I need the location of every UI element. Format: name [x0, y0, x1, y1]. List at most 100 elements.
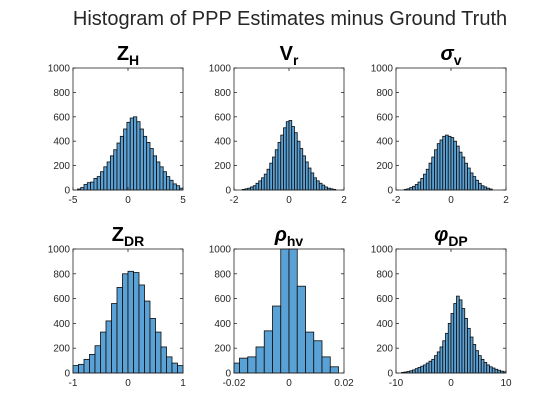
histogram-bar [142, 135, 148, 191]
histogram-bar [166, 356, 173, 374]
histogram-bar [489, 366, 493, 374]
histogram-bar [83, 184, 88, 191]
y-tick-label: 200 [53, 344, 70, 355]
histogram-bar [133, 272, 140, 374]
histogram-bar [172, 183, 177, 191]
x-tick-label: 0 [286, 378, 292, 389]
y-tick-label: 400 [376, 319, 393, 330]
histogram-bar [285, 121, 290, 191]
x-tick-label: 0 [448, 195, 454, 206]
histogram-bar [156, 161, 161, 191]
x-tick-label: -5 [69, 195, 78, 206]
histogram-bar [423, 173, 427, 191]
histogram-bar [294, 132, 298, 191]
histogram-bar [478, 355, 482, 374]
histogram-bar [162, 171, 167, 191]
histogram-bar [116, 287, 123, 374]
histogram-bar [467, 167, 471, 191]
histogram-bar [423, 364, 427, 374]
y-tick-label: 400 [214, 319, 231, 330]
histogram-bar [431, 358, 435, 374]
histogram-bar [456, 145, 460, 191]
histogram-bar [90, 181, 95, 191]
histogram-bar [103, 166, 108, 191]
histogram-bar [483, 186, 488, 191]
histogram-bar [305, 161, 309, 191]
y-tick-label: 600 [53, 112, 70, 123]
histogram-bar [105, 320, 112, 374]
panel-title: σv [440, 43, 461, 68]
panel-title: ρhv [274, 224, 304, 249]
histogram-bar [442, 340, 446, 374]
histogram-bar [166, 176, 171, 191]
histogram-bar [329, 366, 339, 374]
histogram-bar [417, 367, 422, 374]
y-tick-label: 1000 [371, 64, 394, 75]
y-tick-label: 200 [53, 161, 70, 172]
histogram-bar [467, 327, 471, 374]
y-tick-label: 400 [53, 319, 70, 330]
y-tick-label: 600 [53, 294, 70, 305]
histogram-bar [431, 156, 435, 191]
histogram-bar [480, 358, 485, 374]
histogram-bar [414, 184, 419, 191]
histogram-bar [436, 351, 441, 374]
histogram-bar [428, 162, 433, 191]
panel-title: φDP [434, 224, 468, 249]
x-tick-label: 0 [125, 378, 131, 389]
histogram-bar [497, 369, 501, 374]
histogram-bar [83, 358, 90, 374]
y-tick-label: 1000 [48, 64, 71, 75]
histogram-bar [269, 162, 273, 191]
histogram-bar [307, 167, 312, 191]
x-tick-label: 5 [180, 195, 186, 206]
x-tick-label: -1 [69, 378, 78, 389]
panel-title: ZH [117, 43, 139, 68]
histogram-bar [469, 336, 474, 374]
y-tick-label: 0 [225, 186, 231, 197]
histogram-bar [436, 143, 441, 191]
y-tick-label: 400 [376, 137, 393, 148]
histogram-bar [316, 180, 320, 191]
histogram-bar [453, 140, 457, 191]
histogram-bar [445, 134, 449, 191]
y-tick-label: 800 [53, 269, 70, 280]
histogram-bar [250, 186, 254, 191]
histogram-bar [139, 128, 144, 191]
x-tick-label: 0.02 [334, 378, 354, 389]
histogram-bar [472, 344, 477, 374]
histogram-bar [412, 369, 416, 374]
histogram-bar [72, 365, 79, 374]
histogram-bar [461, 156, 466, 191]
histogram-bar [119, 135, 125, 191]
histogram-bar [483, 362, 488, 374]
x-tick-label: -2 [230, 195, 239, 206]
histogram-bar [93, 178, 98, 191]
histogram-bar [480, 185, 485, 191]
histogram-bar [133, 116, 138, 191]
x-tick-label: 10 [500, 378, 512, 389]
x-tick-label: -2 [392, 195, 401, 206]
y-tick-label: 1000 [209, 64, 232, 75]
histogram-bar [305, 331, 315, 374]
histogram-bar [129, 117, 134, 191]
histogram-bar [94, 345, 101, 374]
histogram-bar [149, 148, 154, 191]
histogram-bar [456, 295, 460, 374]
histogram-bar [321, 184, 326, 191]
histogram-bar [447, 322, 452, 374]
histogram-bar [155, 331, 162, 374]
histogram-bar [126, 121, 131, 191]
y-tick-label: 400 [214, 137, 231, 148]
x-tick-label: 2 [341, 195, 347, 206]
histogram-bar [96, 176, 101, 191]
histogram-bar [177, 365, 184, 374]
y-tick-label: 200 [214, 344, 231, 355]
histogram-bar [86, 182, 92, 191]
histogram-bar [144, 300, 151, 374]
histogram-bar [439, 139, 444, 191]
histogram-bar [291, 126, 295, 191]
